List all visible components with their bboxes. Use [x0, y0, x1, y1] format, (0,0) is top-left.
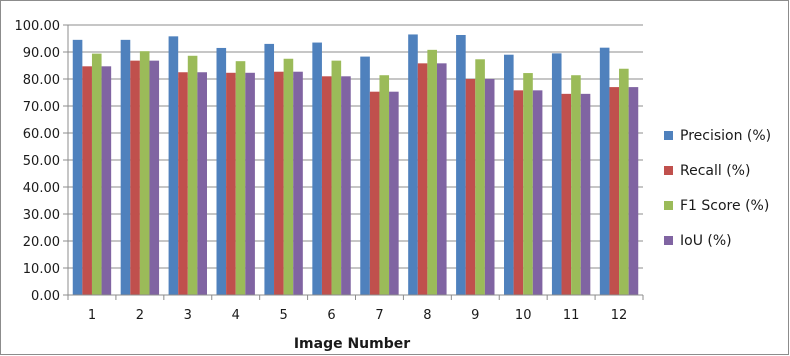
bar-iou-1 [101, 66, 112, 295]
bar-iou-11 [580, 93, 591, 295]
bar-f1-3 [187, 55, 198, 295]
bar-precision-9 [456, 34, 466, 296]
bar-f1-6 [331, 60, 342, 295]
y-axis-ticks: 0.00 10.00 20.00 30.00 40.00 50.00 60.00 70.00 8… [15, 19, 68, 304]
bars [72, 34, 639, 296]
x-tick-label: 3 [184, 308, 192, 323]
bar-f1-1 [91, 53, 102, 296]
y-tick-label: 50.00 [23, 154, 60, 169]
bar-iou-2 [149, 60, 160, 295]
bar-precision-2 [120, 39, 131, 295]
bar-recall-11 [561, 93, 572, 295]
bar-recall-8 [417, 63, 428, 296]
x-tick-label: 11 [563, 308, 580, 323]
bar-f1-2 [139, 51, 150, 295]
legend-swatch [664, 131, 673, 140]
legend-swatch [664, 201, 673, 210]
bar-recall-4 [226, 72, 236, 295]
bar-iou-3 [197, 72, 207, 295]
x-tick-label: 12 [611, 308, 628, 323]
y-tick-label: 0.00 [31, 289, 60, 304]
y-tick-label: 10.00 [23, 262, 60, 277]
legend: Precision (%) Recall (%) F1 Score (%) IoU (… [664, 128, 771, 249]
y-tick-label: 70.00 [23, 100, 60, 115]
bar-iou-4 [245, 72, 255, 295]
bar-precision-1 [72, 39, 83, 295]
bar-precision-12 [599, 47, 610, 296]
bar-recall-10 [513, 90, 524, 295]
x-tick-label: 6 [327, 308, 335, 323]
legend-label: IoU (%) [680, 233, 732, 249]
y-tick-label: 90.00 [23, 46, 60, 61]
y-tick-label: 40.00 [23, 181, 60, 196]
bar-recall-7 [369, 91, 380, 295]
bar-precision-5 [264, 43, 275, 296]
bar-f1-12 [619, 68, 629, 296]
bar-recall-9 [465, 79, 476, 295]
x-axis-ticks: 1 2 3 4 5 6 7 8 9 10 11 12 [67, 295, 644, 323]
x-axis-title: Image Number [294, 336, 410, 352]
bar-iou-6 [341, 76, 351, 295]
bar-recall-1 [82, 66, 92, 295]
x-tick-label: 10 [515, 308, 532, 323]
bar-precision-11 [551, 53, 562, 295]
bar-f1-8 [427, 49, 437, 296]
bar-f1-9 [475, 59, 485, 295]
legend-swatch [664, 236, 673, 245]
x-tick-label: 5 [279, 308, 287, 323]
legend-label: Precision (%) [680, 128, 771, 144]
bar-precision-3 [168, 36, 179, 296]
bar-iou-7 [389, 91, 399, 295]
bar-iou-12 [628, 87, 639, 295]
bar-iou-8 [436, 63, 447, 296]
bar-recall-2 [130, 60, 140, 295]
bar-iou-5 [293, 71, 303, 296]
x-tick-label: 8 [423, 308, 431, 323]
bar-recall-3 [178, 72, 188, 295]
bar-precision-8 [408, 34, 418, 295]
bar-precision-6 [312, 42, 322, 295]
bar-f1-4 [235, 61, 246, 296]
bar-recall-5 [274, 71, 284, 296]
bar-f1-7 [379, 75, 390, 295]
bar-recall-6 [321, 76, 332, 295]
x-tick-label: 1 [88, 308, 96, 323]
bar-iou-10 [532, 90, 543, 295]
x-tick-label: 2 [136, 308, 144, 323]
y-tick-label: 30.00 [23, 208, 60, 223]
bar-f1-11 [571, 75, 581, 295]
legend-label: F1 Score (%) [680, 198, 769, 214]
bar-f1-5 [283, 58, 294, 295]
x-tick-label: 9 [471, 308, 479, 323]
x-tick-label: 7 [375, 308, 383, 323]
bar-precision-4 [216, 47, 227, 296]
x-tick-label: 4 [232, 308, 240, 323]
bar-iou-9 [484, 79, 495, 295]
y-tick-label: 20.00 [23, 235, 60, 250]
y-tick-label: 60.00 [23, 127, 60, 142]
gridlines [68, 24, 643, 269]
legend-label: Recall (%) [680, 163, 750, 179]
y-tick-label: 100.00 [15, 19, 61, 34]
legend-swatch [664, 166, 673, 175]
y-tick-label: 80.00 [23, 73, 60, 88]
bar-precision-10 [504, 54, 514, 296]
bar-f1-10 [523, 73, 533, 295]
bar-recall-12 [609, 87, 620, 295]
bar-precision-7 [360, 56, 370, 296]
